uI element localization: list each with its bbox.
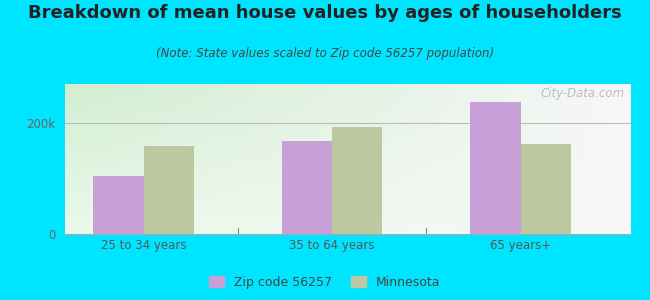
Bar — [521, 144, 571, 234]
Bar — [144, 146, 194, 234]
Legend: Zip code 56257, Minnesota: Zip code 56257, Minnesota — [204, 271, 446, 294]
Text: (Note: State values scaled to Zip code 56257 population): (Note: State values scaled to Zip code 5… — [156, 46, 494, 59]
Bar — [470, 102, 521, 234]
Bar — [94, 176, 144, 234]
Text: City-Data.com: City-Data.com — [541, 87, 625, 100]
Bar — [282, 141, 332, 234]
Bar — [332, 127, 382, 234]
Text: Breakdown of mean house values by ages of householders: Breakdown of mean house values by ages o… — [28, 4, 622, 22]
